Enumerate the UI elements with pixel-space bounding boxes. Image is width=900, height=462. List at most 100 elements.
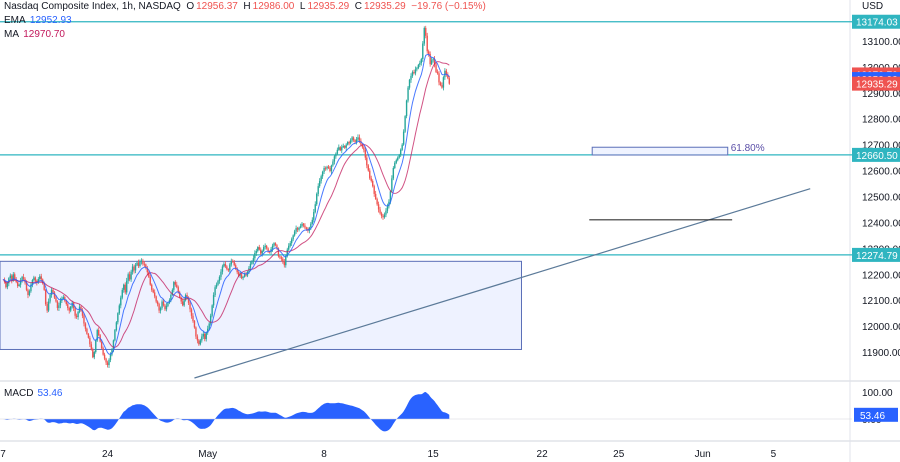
candle xyxy=(149,274,151,286)
candle xyxy=(28,289,31,297)
candle-body xyxy=(288,245,290,250)
candle xyxy=(410,73,412,83)
open-label: O xyxy=(186,1,195,12)
candle-body xyxy=(187,297,190,303)
candle-body xyxy=(181,301,184,306)
candle-body xyxy=(47,301,50,311)
candle-body xyxy=(18,284,20,286)
candle xyxy=(181,298,184,307)
price-badge xyxy=(852,76,900,91)
candle-body xyxy=(12,274,14,281)
candle-body xyxy=(367,165,369,171)
candle-body xyxy=(171,289,174,296)
candle xyxy=(298,226,300,232)
candle-body xyxy=(55,297,57,302)
macd-value-badge xyxy=(854,407,898,422)
candle xyxy=(435,62,437,73)
candle-body xyxy=(143,263,146,265)
candle-body xyxy=(398,155,400,158)
time-tick: Jun xyxy=(695,449,711,460)
candle-body xyxy=(336,149,339,154)
candle-body xyxy=(114,330,116,341)
candle-body xyxy=(358,137,361,141)
candle xyxy=(140,258,143,265)
candle xyxy=(320,174,322,184)
macd-area xyxy=(2,392,450,432)
candle xyxy=(218,275,221,284)
close-value: 12935.29 xyxy=(364,1,406,12)
candle-body xyxy=(71,302,73,307)
candle-body xyxy=(186,295,188,298)
candle-body xyxy=(436,72,439,74)
candle xyxy=(251,260,253,265)
candle xyxy=(348,140,350,146)
candle-body xyxy=(302,223,305,226)
candle xyxy=(386,203,389,214)
candle-body xyxy=(335,153,337,157)
candle xyxy=(441,82,443,89)
candle-body xyxy=(199,340,202,345)
candle xyxy=(242,276,244,281)
candle xyxy=(349,138,352,145)
candle xyxy=(341,144,343,154)
candle xyxy=(336,147,339,156)
candle xyxy=(317,183,319,197)
candle-body xyxy=(105,358,107,363)
candle xyxy=(125,277,128,295)
candle-body xyxy=(299,226,302,228)
candle-body xyxy=(136,262,138,266)
candle-body xyxy=(305,227,308,229)
candle-body xyxy=(207,328,209,333)
candle xyxy=(314,201,316,214)
candle xyxy=(374,190,377,200)
timeframe: 1h xyxy=(121,1,133,12)
candle xyxy=(233,259,235,267)
candle xyxy=(111,348,113,357)
candle xyxy=(370,175,372,183)
candle-body xyxy=(327,166,330,168)
candle-body xyxy=(62,297,65,299)
candle-body xyxy=(151,284,153,290)
ma-line xyxy=(2,61,450,348)
candle xyxy=(326,165,328,171)
candle-body xyxy=(383,214,386,218)
candle-body xyxy=(131,266,134,272)
candle xyxy=(327,165,330,169)
candle xyxy=(411,70,414,78)
candle xyxy=(330,164,333,175)
candle-body xyxy=(410,75,412,80)
candle-body xyxy=(159,307,162,311)
candle-body xyxy=(59,300,62,306)
price-tick: 12600.00 xyxy=(862,167,900,178)
candle-body xyxy=(86,328,88,334)
ma-value: 12970.70 xyxy=(23,29,65,40)
candle-body xyxy=(254,253,256,259)
candle xyxy=(279,255,281,260)
candle-body xyxy=(417,64,420,69)
candle-body xyxy=(242,276,244,279)
candle-body xyxy=(173,282,175,290)
candle-body xyxy=(411,72,414,76)
candle-body xyxy=(249,263,252,268)
candle-body xyxy=(68,307,70,311)
price-badge-text: 12660.50 xyxy=(856,151,898,162)
candle xyxy=(417,63,420,70)
candle-body xyxy=(75,315,78,318)
candle-body xyxy=(195,327,197,337)
candle-body xyxy=(123,284,125,290)
candle xyxy=(394,161,396,170)
candle-body xyxy=(211,305,213,316)
candle-body xyxy=(127,274,129,281)
candle xyxy=(422,41,424,62)
candle xyxy=(290,237,293,246)
candle-body xyxy=(282,258,284,262)
candle-body xyxy=(77,311,79,318)
candle xyxy=(402,129,405,146)
candle-body xyxy=(273,243,275,246)
candle-body xyxy=(366,157,368,166)
candle xyxy=(164,303,166,312)
candle xyxy=(301,222,303,228)
candle-body xyxy=(232,261,234,263)
candle xyxy=(391,175,393,193)
